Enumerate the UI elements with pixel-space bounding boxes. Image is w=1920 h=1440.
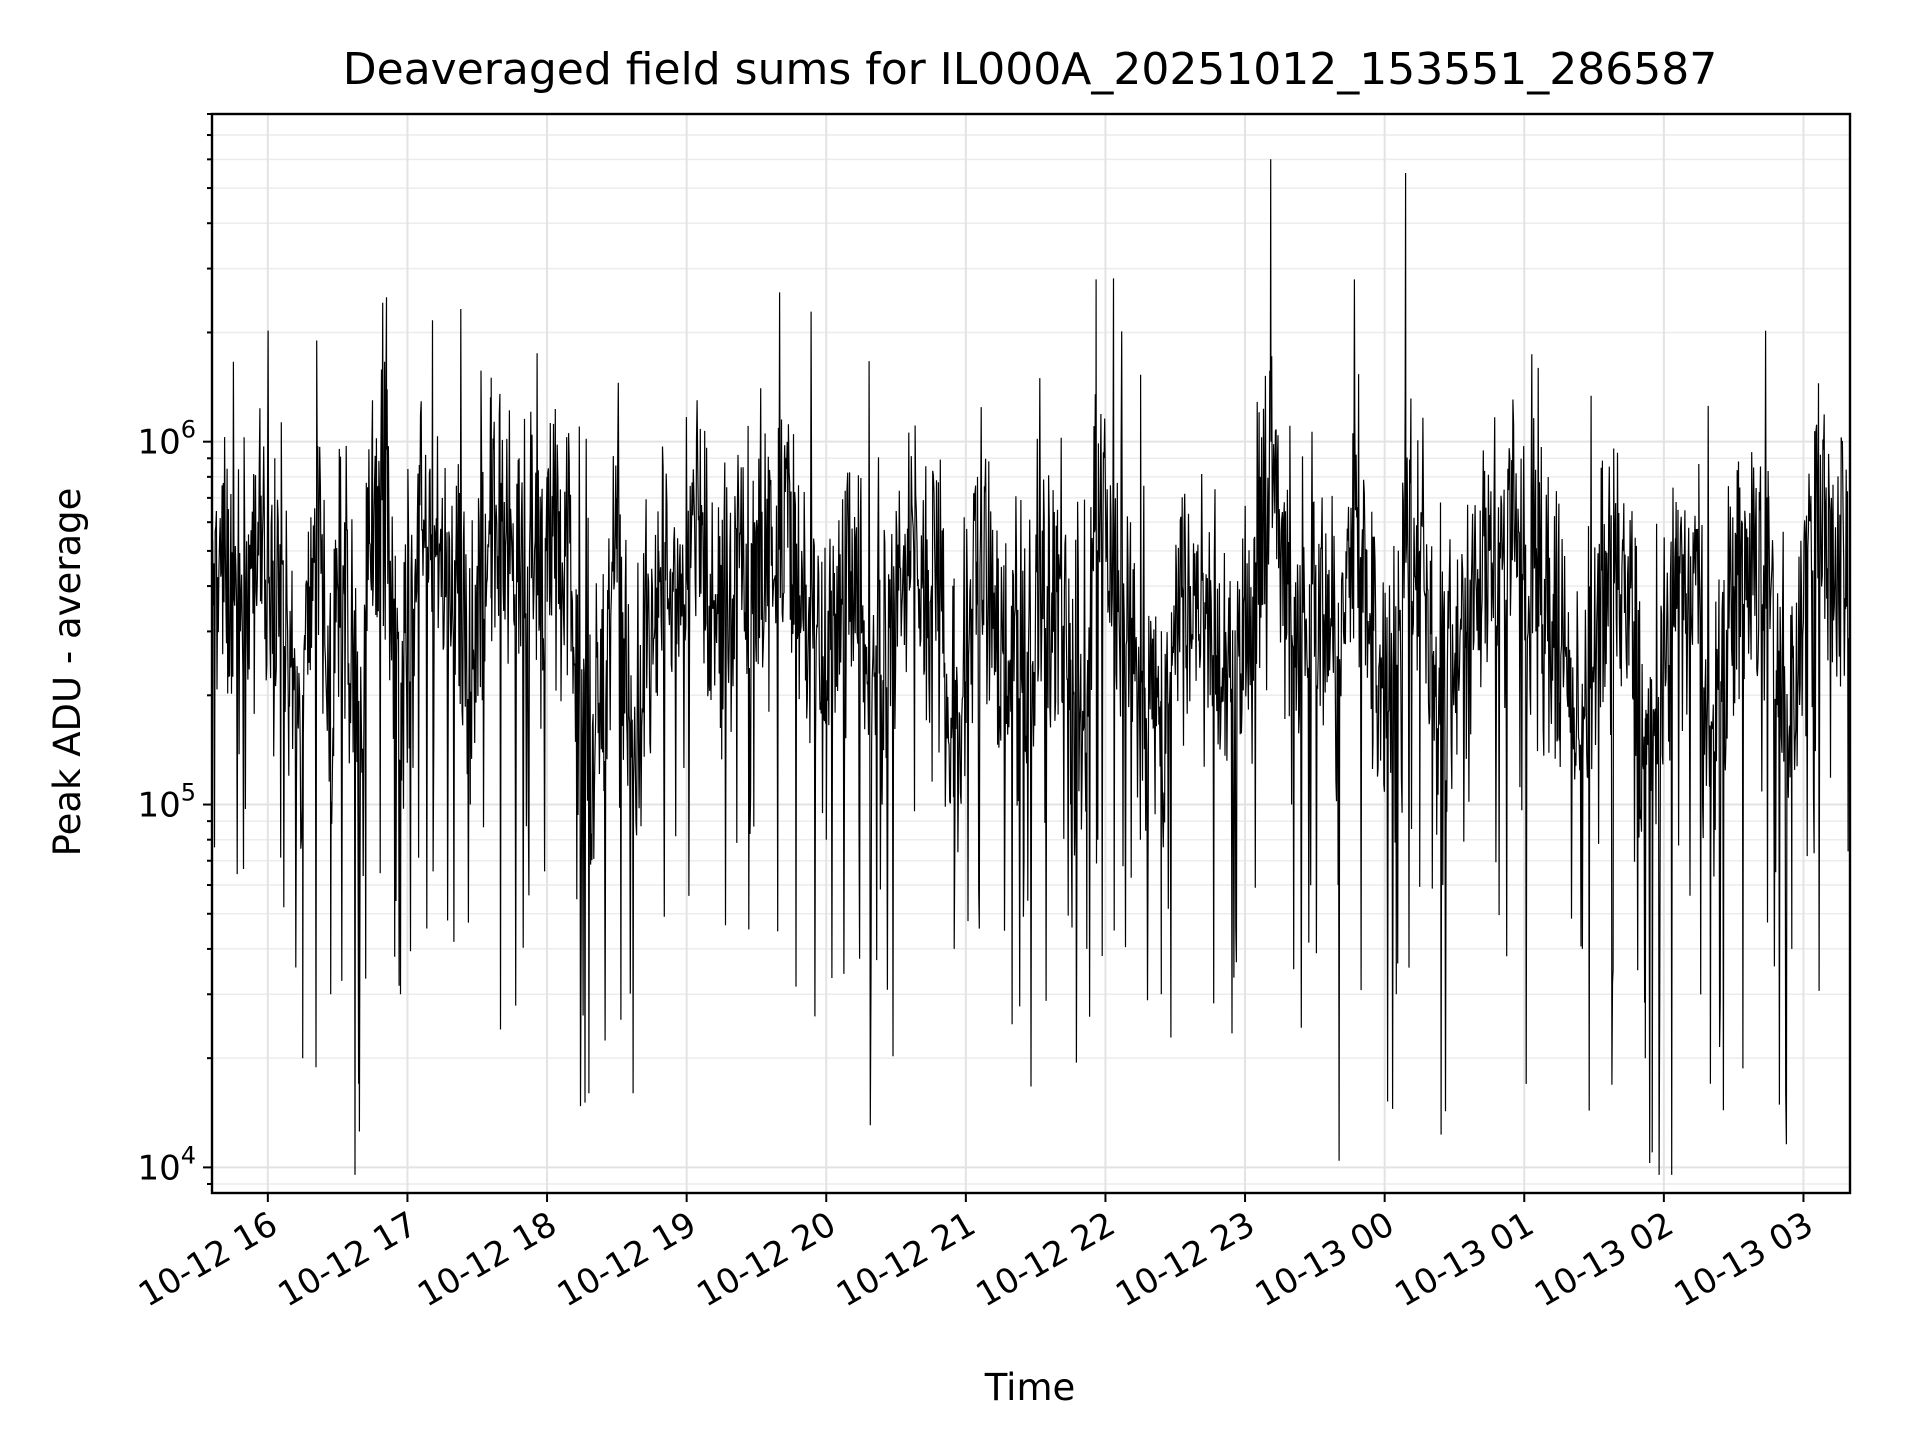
x-axis-label: Time (984, 1366, 1076, 1409)
x-tick-label: 10-12 16 (132, 1204, 284, 1315)
x-tick-label: 10-13 03 (1668, 1204, 1820, 1315)
chart-title: Deaveraged field sums for IL000A_2025101… (343, 44, 1717, 95)
series-line (211, 159, 1851, 1175)
x-tick-label: 10-12 17 (272, 1204, 424, 1315)
x-tick-label: 10-12 22 (970, 1204, 1122, 1315)
x-tick-label: 10-12 18 (411, 1204, 563, 1315)
x-tick-label: 10-13 00 (1249, 1204, 1401, 1315)
y-axis-label: Peak ADU - average (46, 488, 89, 857)
x-tick-label: 10-13 01 (1388, 1204, 1540, 1315)
x-tick-label: 10-12 23 (1109, 1204, 1261, 1315)
y-tick-label: 106 (137, 416, 196, 463)
x-tick-label: 10-12 20 (690, 1204, 842, 1315)
y-tick-label: 105 (137, 779, 196, 826)
x-tick-label: 10-12 19 (551, 1204, 703, 1315)
plot-frame (210, 112, 1852, 1195)
y-axis: 104 105 106 (137, 113, 212, 1188)
x-tick-label: 10-12 21 (830, 1204, 982, 1315)
x-tick-label: 10-13 02 (1528, 1204, 1680, 1315)
y-tick-label: 104 (137, 1141, 196, 1188)
